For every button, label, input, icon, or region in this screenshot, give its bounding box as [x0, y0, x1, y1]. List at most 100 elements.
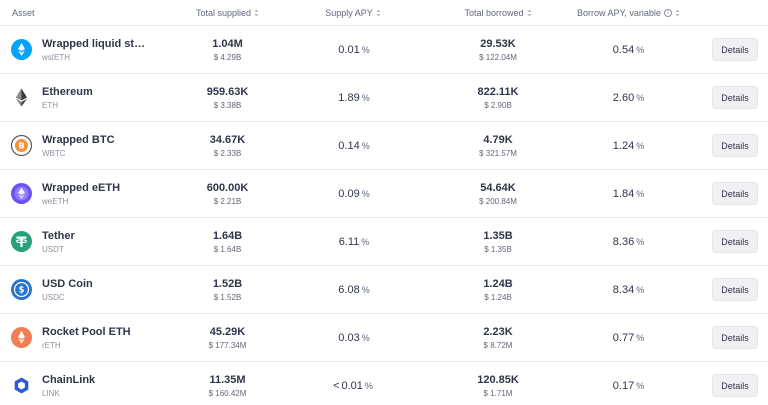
- asset-symbol: rETH: [42, 340, 61, 350]
- asset-cell: Rocket Pool ETH rETH: [0, 326, 170, 350]
- header-supply-apy[interactable]: Supply APY: [285, 8, 421, 18]
- link-icon: [11, 375, 32, 396]
- borrowed-amount: 1.35B: [483, 229, 513, 242]
- details-button[interactable]: Details: [712, 230, 758, 253]
- info-icon[interactable]: i: [663, 8, 672, 17]
- asset-symbol: USDT: [42, 244, 64, 254]
- details-button[interactable]: Details: [712, 326, 758, 349]
- asset-symbol: weETH: [42, 196, 69, 206]
- total-supplied-cell: 1.04M $ 4.29B: [170, 38, 285, 62]
- asset-symbol: USDC: [42, 292, 65, 302]
- borrowed-usd: $ 1.24B: [484, 292, 512, 302]
- details-button[interactable]: Details: [712, 86, 758, 109]
- details-button[interactable]: Details: [712, 182, 758, 205]
- header-total-supplied[interactable]: Total supplied: [170, 8, 285, 18]
- details-button[interactable]: Details: [712, 278, 758, 301]
- svg-text:$: $: [19, 286, 25, 296]
- supplied-usd: $ 1.64B: [213, 244, 242, 254]
- borrow-apy-cell: 2.60 %: [575, 92, 682, 104]
- supply-apy-value: 0.01: [338, 43, 360, 56]
- wbtc-icon: B: [11, 135, 32, 156]
- reth-icon: [11, 327, 32, 348]
- supply-apy-value: 6.08: [338, 283, 360, 296]
- total-supplied-cell: 1.64B $ 1.64B: [170, 230, 285, 254]
- header-total-borrowed[interactable]: Total borrowed: [421, 8, 575, 18]
- supply-apy-cell: < 0.01 %: [285, 380, 421, 392]
- borrow-apy-cell: 8.36 %: [575, 236, 682, 248]
- table-row[interactable]: Rocket Pool ETH rETH 45.29K $ 177.34M 0.…: [0, 314, 768, 362]
- supply-apy-value: 6.11: [338, 235, 360, 248]
- supplied-amount: 11.35M: [209, 373, 246, 386]
- borrowed-usd: $ 8.72M: [483, 340, 513, 350]
- percent-sign: %: [361, 140, 370, 151]
- supplied-usd: $ 1.52B: [213, 292, 242, 302]
- supplied-usd: $ 2.33B: [213, 148, 242, 158]
- borrowed-amount: 2.23K: [483, 325, 513, 338]
- total-supplied-cell: 11.35M $ 160.42M: [170, 374, 285, 398]
- percent-sign: %: [636, 188, 645, 199]
- usdt-icon: [11, 231, 32, 252]
- header-total-supplied-label: Total supplied: [195, 7, 252, 18]
- total-borrowed-cell: 822.11K $ 2.90B: [421, 86, 575, 110]
- details-button[interactable]: Details: [712, 374, 758, 397]
- borrow-apy-cell: 1.84 %: [575, 188, 682, 200]
- total-borrowed-cell: 2.23K $ 8.72M: [421, 326, 575, 350]
- supplied-amount: 1.04M: [212, 37, 243, 50]
- sort-icon: [527, 9, 532, 17]
- table-row[interactable]: B Wrapped BTC WBTC 34.67K $ 2.33B 0.14 %…: [0, 122, 768, 170]
- asset-symbol: LINK: [42, 388, 60, 398]
- borrow-apy-cell: 8.34 %: [575, 284, 682, 296]
- borrow-apy-value: 1.24: [612, 139, 635, 152]
- borrowed-usd: $ 200.84M: [479, 196, 517, 206]
- table-row[interactable]: Tether USDT 1.64B $ 1.64B 6.11 % 1.35B $…: [0, 218, 768, 266]
- details-button[interactable]: Details: [712, 38, 758, 61]
- percent-sign: %: [636, 380, 645, 391]
- table-row[interactable]: Ethereum ETH 959.63K $ 3.38B 1.89 % 822.…: [0, 74, 768, 122]
- sort-icon: [675, 9, 680, 17]
- asset-symbol: ETH: [42, 100, 58, 110]
- supply-apy-cell: 0.03 %: [285, 332, 421, 344]
- eth-icon: [11, 87, 32, 108]
- total-supplied-cell: 34.67K $ 2.33B: [170, 134, 285, 158]
- borrowed-amount: 1.24B: [483, 277, 513, 290]
- asset-name: Wrapped eETH: [42, 181, 121, 194]
- details-button[interactable]: Details: [712, 134, 758, 157]
- action-cell: Details: [682, 38, 768, 61]
- header-borrow-apy[interactable]: Borrow APY, variable i: [575, 8, 682, 18]
- supply-apy-cell: 0.14 %: [285, 140, 421, 152]
- svg-text:B: B: [18, 142, 24, 151]
- supplied-amount: 1.64B: [212, 229, 243, 242]
- percent-sign: %: [361, 284, 370, 295]
- supplied-amount: 34.67K: [209, 133, 246, 146]
- borrowed-usd: $ 122.04M: [479, 52, 517, 62]
- table-row[interactable]: Wrapped liquid staked Ether 2.0 wstETH 1…: [0, 26, 768, 74]
- asset-cell: Ethereum ETH: [0, 86, 170, 110]
- asset-cell: $ USD Coin USDC: [0, 278, 170, 302]
- total-borrowed-cell: 1.24B $ 1.24B: [421, 278, 575, 302]
- action-cell: Details: [682, 278, 768, 301]
- percent-sign: %: [361, 236, 370, 247]
- asset-cell: Wrapped eETH weETH: [0, 182, 170, 206]
- borrowed-amount: 120.85K: [477, 373, 519, 386]
- percent-sign: %: [364, 380, 373, 391]
- asset-cell: Tether USDT: [0, 230, 170, 254]
- borrow-apy-cell: 0.77 %: [575, 332, 682, 344]
- action-cell: Details: [682, 134, 768, 157]
- percent-sign: %: [361, 92, 370, 103]
- asset-symbol: wstETH: [42, 52, 70, 62]
- table-row[interactable]: ChainLink LINK 11.35M $ 160.42M < 0.01 %…: [0, 362, 768, 405]
- header-asset[interactable]: Asset: [0, 8, 170, 18]
- percent-sign: %: [361, 188, 370, 199]
- borrow-apy-value: 8.34: [612, 283, 635, 296]
- table-row[interactable]: $ USD Coin USDC 1.52B $ 1.52B 6.08 % 1.2…: [0, 266, 768, 314]
- borrowed-amount: 29.53K: [480, 37, 516, 50]
- borrow-apy-value: 0.17: [612, 379, 635, 392]
- borrowed-amount: 822.11K: [477, 85, 519, 98]
- header-supply-apy-label: Supply APY: [325, 7, 373, 18]
- supplied-amount: 959.63K: [206, 85, 249, 98]
- weeth-icon: [11, 183, 32, 204]
- table-row[interactable]: Wrapped eETH weETH 600.00K $ 2.21B 0.09 …: [0, 170, 768, 218]
- header-borrow-apy-label: Borrow APY, variable: [577, 7, 661, 18]
- total-borrowed-cell: 54.64K $ 200.84M: [421, 182, 575, 206]
